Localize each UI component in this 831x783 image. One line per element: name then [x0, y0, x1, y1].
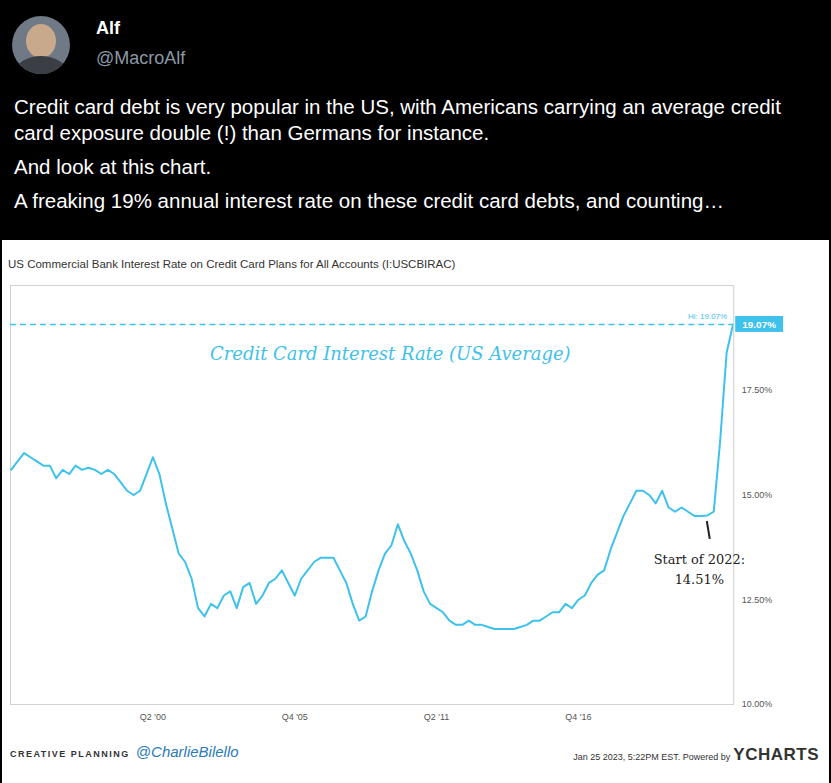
svg-text:10.00%: 10.00%: [742, 699, 772, 709]
html-text:CREATIVE PLANNING @CharlieBile: CREATIVE PLANNING @CharlieBilello: [10, 743, 239, 760]
html-text:@MacroAlf: @MacroAlf: [96, 48, 186, 68]
html-text:A freaking 19% annual interest: A freaking 19% annual interest rate on t…: [14, 189, 724, 212]
svg-text:19.07%: 19.07%: [742, 319, 776, 330]
html-text:Credit card debt is very popul: Credit card debt is very popular in the …: [14, 95, 781, 144]
svg-text:Q4 '16: Q4 '16: [565, 712, 591, 722]
svg-text:Start of 2022:14.51%: Start of 2022:14.51%: [654, 552, 745, 588]
svg-text:Q2 '11: Q2 '11: [424, 712, 449, 722]
html-text:And look at this chart.: And look at this chart.: [14, 155, 212, 178]
html-text:US Commercial Bank Interest Ra: US Commercial Bank Interest Rate on Cred…: [8, 258, 456, 270]
svg-text:Credit Card Interest Rate (US: Credit Card Interest Rate (US Average): [210, 343, 571, 364]
svg-text:Q2 '00: Q2 '00: [140, 712, 166, 722]
svg-text:12.50%: 12.50%: [742, 595, 772, 605]
svg-text:Q4 '05: Q4 '05: [282, 712, 308, 722]
svg-text:Hi: 19.07%: Hi: 19.07%: [688, 312, 727, 321]
html-text:Jan 25 2023, 5:22PM EST. Power: Jan 25 2023, 5:22PM EST. Powered byYCHAR…: [573, 745, 819, 764]
html-text:Alf: Alf: [96, 18, 120, 38]
svg-text:17.50%: 17.50%: [742, 385, 772, 395]
svg-text:15.00%: 15.00%: [742, 490, 772, 500]
